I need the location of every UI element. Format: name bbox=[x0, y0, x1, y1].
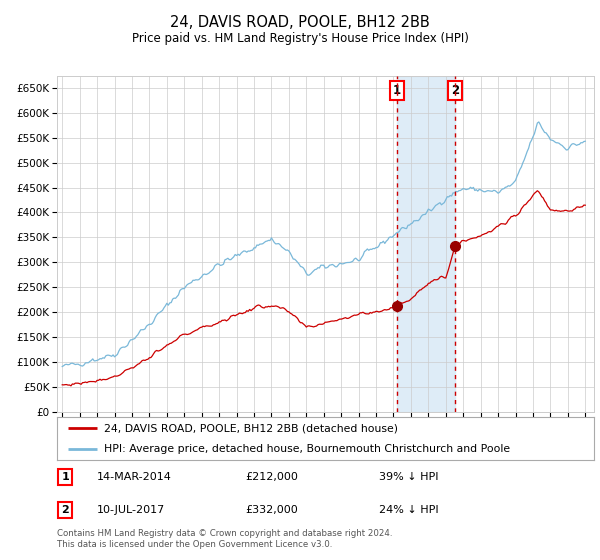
Text: 1: 1 bbox=[393, 84, 401, 97]
Text: Contains HM Land Registry data © Crown copyright and database right 2024.
This d: Contains HM Land Registry data © Crown c… bbox=[57, 529, 392, 549]
Text: 2: 2 bbox=[61, 505, 69, 515]
Text: £332,000: £332,000 bbox=[245, 505, 298, 515]
Text: 24% ↓ HPI: 24% ↓ HPI bbox=[379, 505, 439, 515]
Text: 24, DAVIS ROAD, POOLE, BH12 2BB (detached house): 24, DAVIS ROAD, POOLE, BH12 2BB (detache… bbox=[104, 423, 398, 433]
Text: Price paid vs. HM Land Registry's House Price Index (HPI): Price paid vs. HM Land Registry's House … bbox=[131, 32, 469, 45]
Text: 2: 2 bbox=[451, 84, 459, 97]
Text: 14-MAR-2014: 14-MAR-2014 bbox=[97, 472, 172, 482]
Text: 10-JUL-2017: 10-JUL-2017 bbox=[97, 505, 166, 515]
Text: 24, DAVIS ROAD, POOLE, BH12 2BB: 24, DAVIS ROAD, POOLE, BH12 2BB bbox=[170, 15, 430, 30]
Text: £212,000: £212,000 bbox=[245, 472, 298, 482]
Text: 39% ↓ HPI: 39% ↓ HPI bbox=[379, 472, 439, 482]
Bar bbox=[397, 76, 455, 412]
Text: 1: 1 bbox=[61, 472, 69, 482]
Text: HPI: Average price, detached house, Bournemouth Christchurch and Poole: HPI: Average price, detached house, Bour… bbox=[104, 444, 511, 454]
